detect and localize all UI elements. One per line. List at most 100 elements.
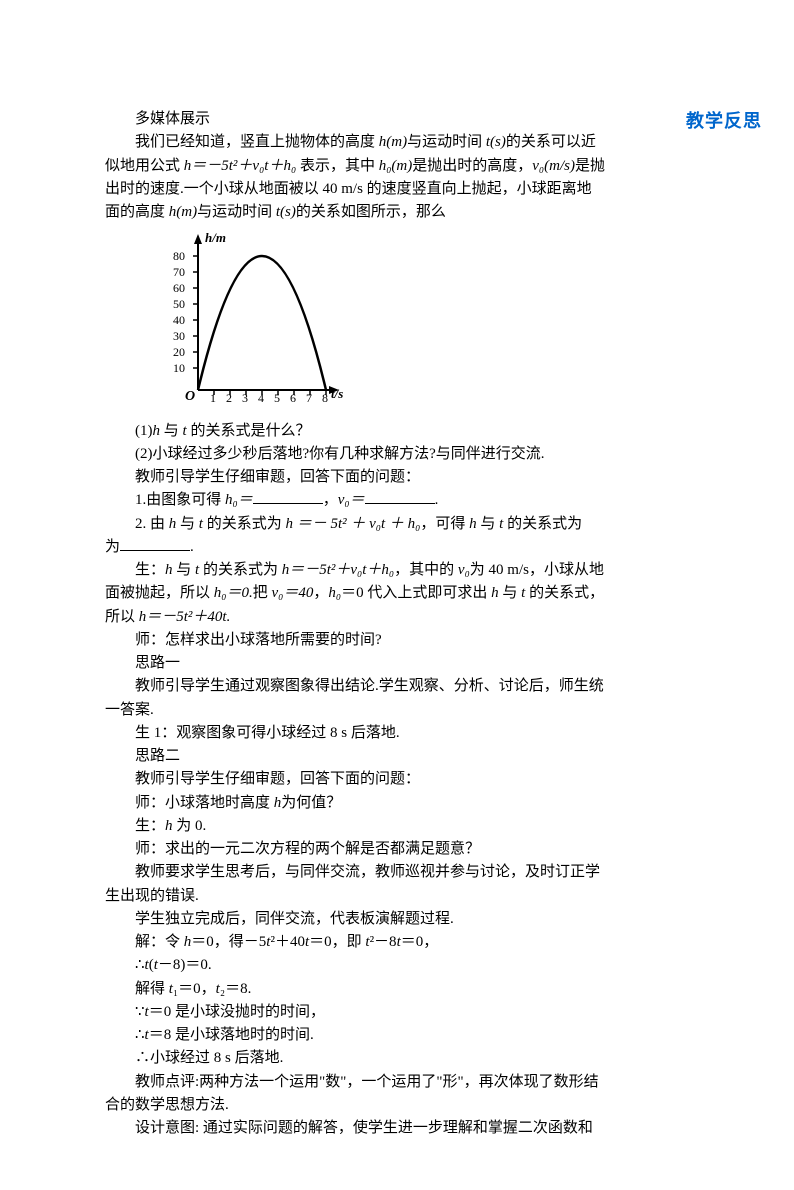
path-1-text: 教师引导学生通过观察图象得出结论.学生观察、分析、讨论后，师生统一答案. (105, 675, 605, 722)
fill-blank-2: 2. 由 h 与 t 的关系式为 h ＝－ 5t² ＋ v₀t ＋ h₀，可得 … (105, 513, 605, 536)
xtick-7: 7 (306, 391, 312, 405)
text: ₂＝8. (220, 981, 251, 997)
solution-6: ∴小球经过 8 s 后落地. (105, 1047, 605, 1070)
var-h: h (153, 423, 161, 439)
xtick-1: 1 (210, 391, 216, 405)
student-2: 生 1：观察图象可得小球经过 8 s 后落地. (105, 722, 605, 745)
text: 的关系如图所示，那么 (296, 204, 446, 220)
ytick-30: 30 (173, 329, 185, 343)
parabola-curve (198, 256, 326, 390)
formula: h＝－5t²＋v₀t＋h₀ (184, 158, 296, 174)
solution-3: 解得 t₁＝0，t₂＝8. (105, 978, 605, 1001)
xtick-4: 4 (258, 391, 264, 405)
text: －8)＝0. (158, 957, 212, 973)
ytick-40: 40 (173, 313, 185, 327)
solution-1: 解：令 h＝0，得－5t²＋40t＝0，即 t²－8t＝0， (105, 931, 605, 954)
path-2-text: 教师引导学生仔细审题，回答下面的问题： (105, 768, 605, 791)
intro-paragraph: 我们已经知道，竖直上抛物体的高度 h(m)与运动时间 t(s)的关系可以近似地用… (105, 131, 605, 224)
solution-4: ∵t＝0 是小球没抛时的时间， (105, 1001, 605, 1024)
fill-blank-1: 1.由图象可得 h₀＝，v₀＝. (105, 489, 605, 512)
text: 与 (176, 516, 199, 532)
text: ＝0 是小球没抛时的时间， (149, 1004, 325, 1020)
path-1-title: 思路一 (105, 652, 605, 675)
text: . (435, 492, 439, 508)
ytick-80: 80 (173, 249, 185, 263)
text: 与 (477, 516, 500, 532)
heading-multimedia: 多媒体展示 (105, 108, 605, 131)
text: 的关系式为 (203, 516, 286, 532)
text: 表示，其中 (296, 158, 379, 174)
text: 为 0. (173, 818, 207, 834)
var-hm2: h(m) (169, 204, 197, 220)
text: 的关系式为 (503, 516, 582, 532)
main-content: 多媒体展示 我们已经知道，竖直上抛物体的高度 h(m)与运动时间 t(s)的关系… (105, 108, 605, 1140)
question-1: (1)h 与 t 的关系式是什么？ (105, 420, 605, 443)
text: ， (313, 585, 328, 601)
var-v0ms: v₀(m/s) (532, 158, 575, 174)
parabola-graph: h/m t/s 80 70 60 50 40 30 20 10 (163, 230, 605, 413)
student-answer-1: 生：h 与 t 的关系式为 h＝－5t²＋v₀t＋h₀，其中的 v₀为 40 m… (105, 559, 605, 629)
text: 我们已经知道，竖直上抛物体的高度 (135, 134, 379, 150)
ytick-20: 20 (173, 345, 185, 359)
var-ts: t(s) (486, 134, 506, 150)
text: ＝8 是小球落地时的时间. (149, 1027, 314, 1043)
text: ＝0，即 (309, 934, 365, 950)
final-formula: h＝－5t²＋40t. (139, 609, 231, 625)
var-h: h (491, 585, 499, 601)
text: . (190, 539, 194, 555)
design-intent: 设计意图: 通过实际问题的解答，使学生进一步理解和掌握二次函数和 (105, 1117, 605, 1140)
blank-v0 (365, 489, 435, 504)
teacher-text: 教师要求学生思考后，与同伴交流，教师巡视并参与讨论，及时订正学生出现的错误. (105, 861, 605, 908)
formula: h ＝－ 5t² ＋ v₀t ＋ h₀ (285, 516, 420, 532)
ytick-10: 10 (173, 361, 185, 375)
ytick-60: 60 (173, 281, 185, 295)
text: 是抛出时的高度， (412, 158, 532, 174)
fill-blank-2b: 为. (105, 536, 605, 559)
text: (1) (135, 423, 153, 439)
var-h: h (165, 818, 173, 834)
text: 与 (160, 423, 183, 439)
text: v₀＝40 (272, 585, 314, 601)
text: ²－8 (370, 934, 397, 950)
solution-2: ∴t(t－8)＝0. (105, 954, 605, 977)
text: ， (323, 492, 338, 508)
xtick-5: 5 (274, 391, 280, 405)
text: ₁＝0， (173, 981, 216, 997)
xtick-2: 2 (226, 391, 232, 405)
var-h0: h₀ (328, 585, 341, 601)
text: h₀＝0. (214, 585, 253, 601)
y-axis-label: h/m (205, 230, 226, 245)
text: ²＋40 (270, 934, 305, 950)
origin-label: O (185, 389, 195, 404)
var-v0eq: v₀＝ (338, 492, 365, 508)
text: 把 (253, 585, 272, 601)
sidebar-note: 教学反思 (686, 108, 762, 136)
var-h: h (165, 562, 173, 578)
blank-h0 (253, 489, 323, 504)
xtick-6: 6 (290, 391, 296, 405)
var-ts2: t(s) (276, 204, 296, 220)
xtick-8: 8 (322, 391, 328, 405)
text: ，其中的 (394, 562, 458, 578)
text: ∴ (135, 1027, 145, 1043)
solution-5: ∴t＝8 是小球落地时的时间. (105, 1024, 605, 1047)
text: 2. 由 (135, 516, 169, 532)
var-v0: v₀ (458, 562, 470, 578)
var-hm: h(m) (379, 134, 407, 150)
text: 的关系式是什么？ (187, 423, 311, 439)
teacher-q1: 师：怎样求出小球落地所需要的时间? (105, 629, 605, 652)
text: ，可得 (420, 516, 469, 532)
student-text: 学生独立完成后，同伴交流，代表板演解题过程. (105, 908, 605, 931)
teacher-q3: 师：求出的一元二次方程的两个解是否都满足题意？ (105, 838, 605, 861)
blank-formula (120, 536, 190, 551)
text: ＝0 代入上式即可求出 (341, 585, 491, 601)
formula: h＝－5t²＋v₀t＋h₀ (282, 562, 394, 578)
teacher-q2: 师：小球落地时高度 h为何值？ (105, 792, 605, 815)
text: 解得 (135, 981, 169, 997)
text: 与运动时间 (197, 204, 276, 220)
ytick-50: 50 (173, 297, 185, 311)
text: 解：令 (135, 934, 184, 950)
text: ∴ (135, 957, 145, 973)
text: 生： (135, 562, 165, 578)
path-2-title: 思路二 (105, 745, 605, 768)
